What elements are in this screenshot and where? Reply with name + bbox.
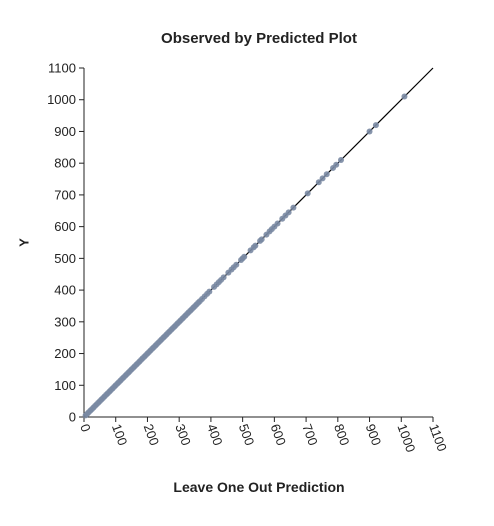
x-tick-label: 500: [236, 422, 258, 448]
x-tick-label: 100: [109, 422, 131, 448]
y-tick-label: 1100: [48, 61, 76, 76]
chart-title: Observed by Predicted Plot: [161, 30, 357, 47]
x-tick-label: 700: [299, 422, 321, 448]
x-tick-label: 0: [77, 422, 94, 434]
data-point: [252, 242, 259, 249]
data-point: [366, 128, 373, 135]
x-tick-label: 600: [268, 422, 290, 448]
y-tick-label: 600: [54, 219, 76, 234]
points-layer: [82, 93, 408, 419]
y-tick-label: 300: [54, 314, 76, 329]
data-point: [206, 288, 213, 295]
x-axis-label: Leave One Out Prediction: [173, 479, 345, 495]
x-tick-label: 200: [141, 422, 163, 448]
data-point: [285, 209, 292, 216]
y-tick-label: 900: [54, 124, 76, 139]
y-tick-label: 200: [54, 346, 76, 361]
y-tick-label: 100: [54, 378, 76, 393]
data-point: [372, 122, 379, 129]
y-tick-label: 500: [54, 251, 76, 266]
data-point: [274, 220, 281, 227]
y-tick-label: 0: [69, 410, 76, 425]
x-tick-label: 1000: [394, 422, 418, 454]
data-point: [401, 93, 408, 100]
data-point: [304, 190, 311, 197]
data-point: [323, 171, 330, 178]
x-tick-label: 800: [331, 422, 353, 448]
data-point: [337, 157, 344, 164]
data-point: [233, 261, 240, 268]
x-tick-label: 400: [204, 422, 226, 448]
data-point: [290, 204, 297, 211]
x-tick-label: 1100: [426, 422, 450, 453]
data-point: [319, 175, 326, 182]
y-tick-label: 700: [54, 187, 76, 202]
x-tick-label: 300: [172, 422, 194, 448]
data-point: [241, 253, 248, 260]
data-point: [258, 236, 265, 243]
axes: 0 100 200 300 400 500 600 700 800 900 1000 1100 0 100…: [47, 61, 450, 455]
x-tick-label: 900: [363, 422, 385, 448]
data-point: [333, 161, 340, 168]
data-point: [220, 274, 227, 281]
y-tick-label: 800: [54, 156, 76, 171]
data-point: [315, 179, 322, 186]
y-tick-label: 400: [54, 283, 76, 298]
y-tick-label: 1000: [47, 92, 76, 107]
